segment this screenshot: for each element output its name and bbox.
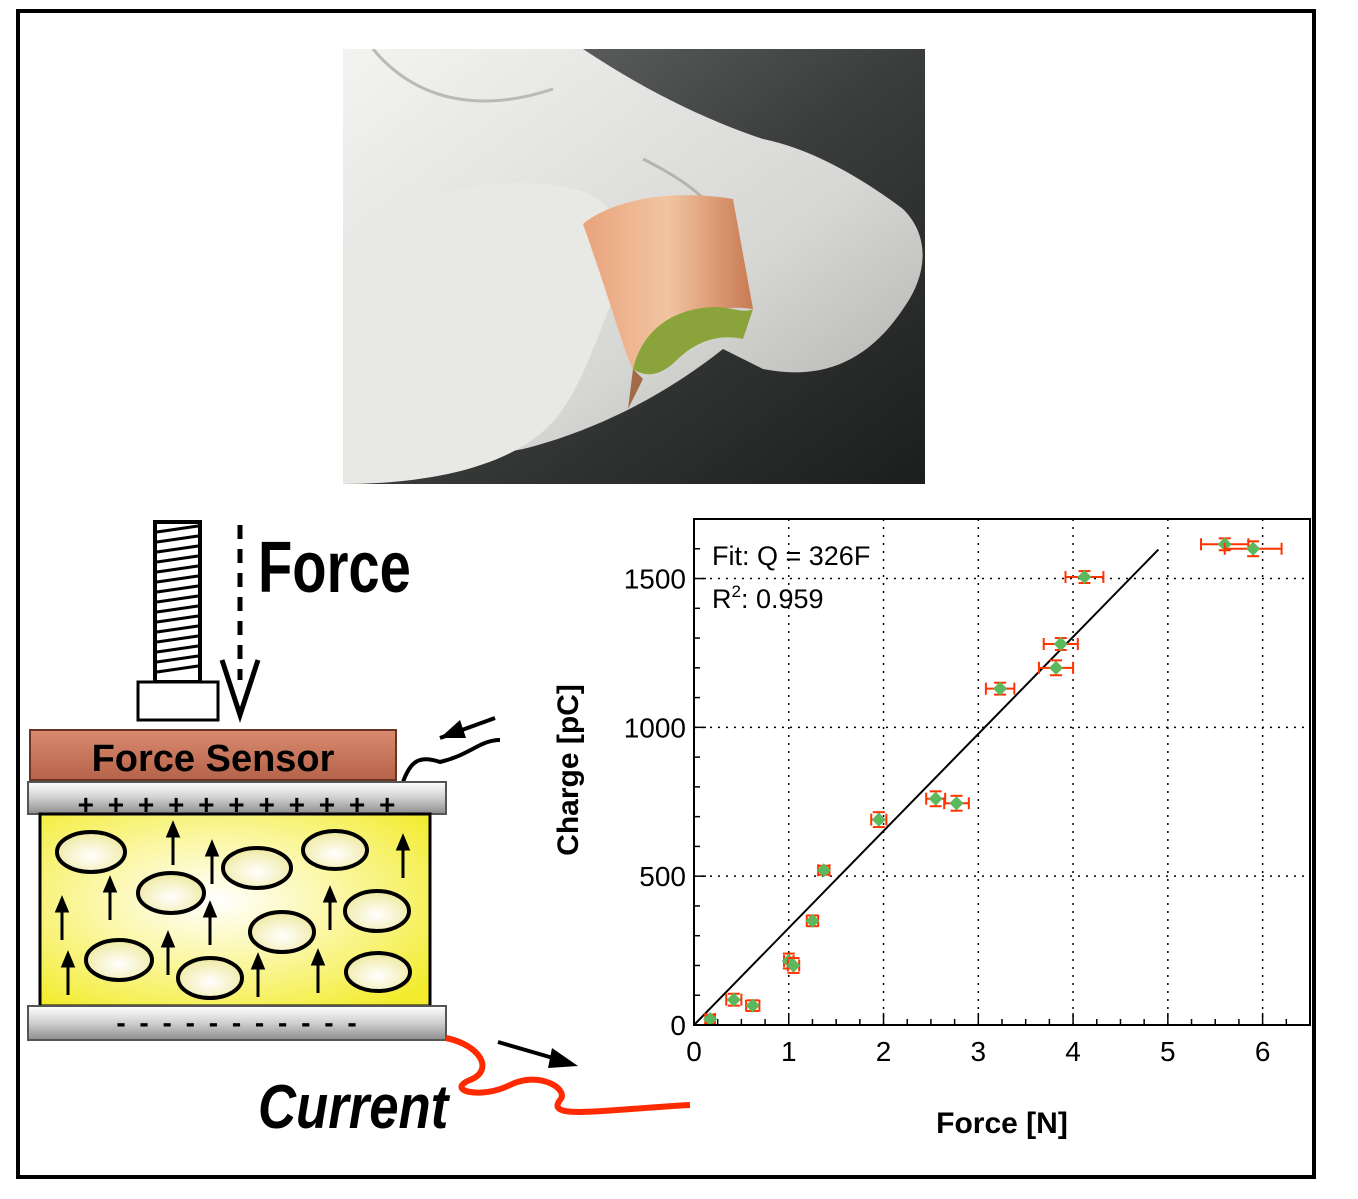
data-points [703, 537, 1283, 1027]
r-squared-value: : 0.959 [741, 584, 824, 614]
point-marker [805, 913, 820, 928]
y-tick-label: 1500 [624, 564, 686, 595]
data-point [816, 863, 831, 878]
x-axis-title: Force [N] [936, 1107, 1068, 1140]
point-marker [745, 998, 760, 1013]
press-screw [136, 520, 220, 722]
point-marker [949, 796, 964, 811]
data-point [1042, 637, 1079, 652]
fit-line [693, 548, 1160, 1026]
point-marker [1049, 660, 1064, 675]
force-sensor [29, 729, 397, 781]
point-marker [816, 863, 831, 878]
data-point [805, 913, 820, 928]
r-squared-exponent: 2 [732, 582, 741, 601]
point-marker [1053, 637, 1068, 652]
data-point [725, 992, 743, 1007]
y-tick-label: 500 [639, 861, 686, 892]
x-tick-label: 2 [876, 1036, 892, 1067]
point-marker [703, 1012, 718, 1027]
piezo-film [38, 812, 432, 1008]
axes: 0 1 2 3 4 5 6 0 500 1000 1500 [624, 518, 1311, 1067]
current-arrow [497, 1040, 578, 1068]
y-tick-label: 1000 [624, 712, 686, 743]
data-point [870, 811, 888, 829]
y-tick-label: 0 [670, 1010, 686, 1041]
r-squared: R2: 0.959 [712, 582, 824, 614]
force-arrow [219, 525, 261, 724]
bottom-electrode [27, 1005, 447, 1041]
sensor-wire [400, 738, 501, 786]
data-point [1223, 540, 1283, 558]
data-point [1064, 570, 1105, 585]
x-tick-label: 3 [971, 1036, 987, 1067]
point-marker [786, 958, 801, 973]
data-point [786, 957, 801, 974]
point-marker [928, 791, 943, 806]
x-tick-label: 0 [686, 1036, 702, 1067]
y-axis-title: Charge [pC] [552, 684, 585, 856]
data-point [1037, 659, 1075, 677]
data-point [703, 1012, 718, 1027]
grid [694, 519, 1310, 1025]
fit-line-group [693, 548, 1160, 1026]
x-tick-label: 5 [1160, 1036, 1176, 1067]
bottom-charge-symbols: - - - - - - - - - - - [116, 1007, 359, 1038]
point-marker [1246, 541, 1261, 556]
x-tick-label: 6 [1255, 1036, 1271, 1067]
data-point [943, 794, 970, 812]
point-marker [871, 812, 886, 827]
point-marker [1077, 570, 1092, 585]
data-point [925, 790, 947, 808]
fit-equation: Fit: Q = 326F [712, 541, 870, 571]
r-squared-symbol: R [712, 584, 732, 614]
current-label: Current [258, 1073, 451, 1142]
force-sensor-label: Force Sensor [92, 738, 335, 780]
film-photograph [343, 49, 925, 484]
top-electrode [27, 781, 447, 815]
x-tick-label: 4 [1065, 1036, 1081, 1067]
data-point [745, 998, 761, 1013]
data-point [984, 681, 1016, 696]
current-wire [445, 1035, 691, 1115]
signal-arrow [439, 716, 496, 740]
x-tick-label: 1 [781, 1036, 797, 1067]
point-marker [993, 681, 1008, 696]
point-marker [726, 992, 741, 1007]
force-label: Force [258, 527, 411, 607]
sensor-schematic: Force Force Sensor + + + + + + + + + + + [27, 520, 691, 1142]
figure-frame [16, 9, 1316, 1179]
